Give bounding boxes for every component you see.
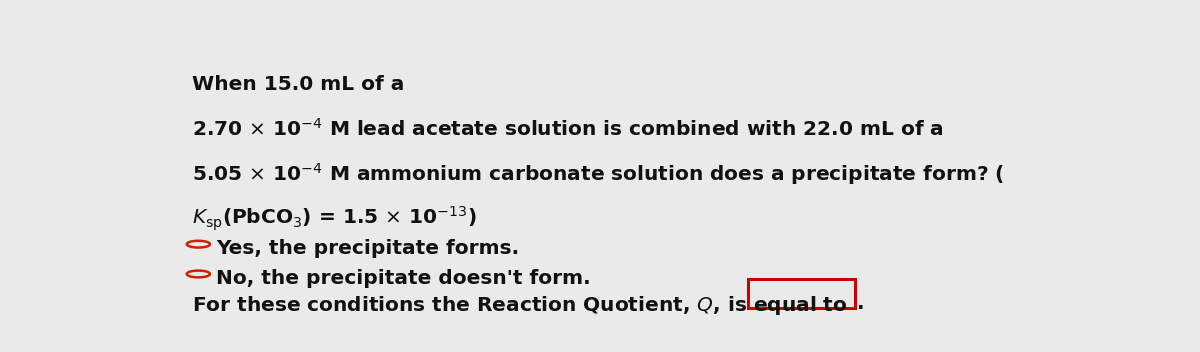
Text: .: . xyxy=(857,294,864,313)
Text: For these conditions the Reaction Quotient, $\mathit{Q}$, is equal to: For these conditions the Reaction Quotie… xyxy=(192,294,847,317)
Text: When 15.0 mL of a: When 15.0 mL of a xyxy=(192,75,404,94)
Text: No, the precipitate doesn't form.: No, the precipitate doesn't form. xyxy=(216,269,590,288)
Text: Yes, the precipitate forms.: Yes, the precipitate forms. xyxy=(216,239,520,258)
FancyBboxPatch shape xyxy=(748,279,854,308)
Text: 5.05 $\times$ 10$^{-4}$ M ammonium carbonate solution does a precipitate form? (: 5.05 $\times$ 10$^{-4}$ M ammonium carbo… xyxy=(192,162,1004,187)
Text: 2.70 $\times$ 10$^{-4}$ M lead acetate solution is combined with 22.0 mL of a: 2.70 $\times$ 10$^{-4}$ M lead acetate s… xyxy=(192,118,943,140)
Text: $K_{\rm sp}$(PbCO$_3$) = 1.5 $\times$ 10$^{-13}$): $K_{\rm sp}$(PbCO$_3$) = 1.5 $\times$ 10… xyxy=(192,205,476,233)
